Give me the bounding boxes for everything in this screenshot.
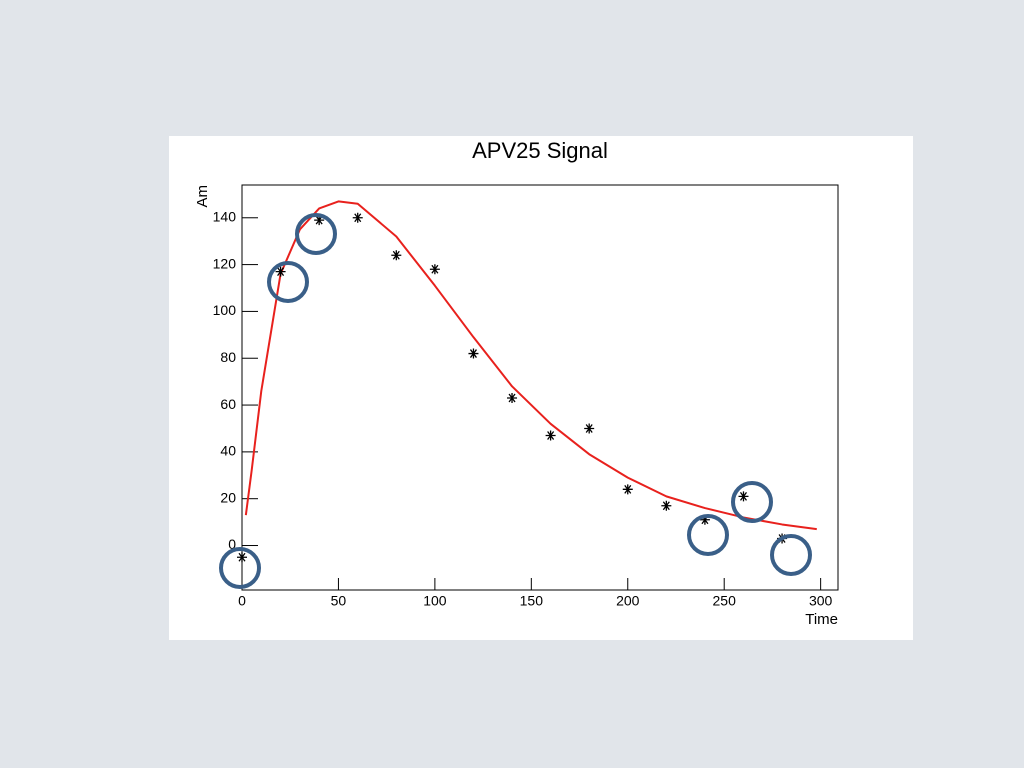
y-tick-label: 100: [213, 302, 237, 318]
x-axis-label: Time: [805, 611, 838, 628]
x-tick-label: 50: [331, 593, 347, 609]
y-axis-label: Am: [194, 185, 211, 208]
y-tick-label: 140: [213, 208, 237, 224]
data-point: [468, 348, 479, 359]
x-tick-label: 0: [238, 593, 246, 609]
data-point: [622, 484, 633, 495]
data-point: [738, 491, 749, 502]
data-point: [391, 250, 402, 261]
canvas: [169, 136, 913, 640]
annotations: [219, 213, 812, 589]
data-point: [429, 264, 440, 275]
x-tick-label: 200: [616, 593, 640, 609]
highlight-circle: [295, 213, 337, 255]
highlight-circle: [687, 514, 729, 556]
marks: 0 50 100 150 200 250 300 0 20 40 60 80 100 120 140: [213, 200, 833, 609]
highlight-circle: [219, 547, 261, 589]
data-point: [584, 423, 595, 434]
data-point: [507, 393, 518, 404]
data-point: [237, 552, 247, 563]
x-tick-label: 150: [520, 593, 544, 609]
highlight-circle: [731, 481, 773, 523]
y-tick-label: 120: [213, 255, 237, 271]
data-point: [352, 212, 363, 223]
chart-title: APV25 Signal: [472, 138, 608, 163]
x-tick-label: 300: [809, 593, 833, 609]
data-point: [545, 430, 556, 441]
y-tick-label: 20: [220, 489, 236, 505]
y-tick-label: 80: [220, 349, 236, 365]
fit-curve: [244, 200, 817, 531]
highlight-circle: [770, 534, 812, 576]
data-point: [275, 266, 286, 277]
data-point: [699, 514, 710, 525]
y-tick-label: 40: [220, 443, 236, 459]
plot-frame: [241, 184, 839, 591]
y-tick-label: 60: [220, 396, 236, 412]
data-point: [314, 215, 325, 226]
highlight-circle: [267, 261, 309, 303]
x-tick-label: 250: [713, 593, 737, 609]
data-point: [661, 500, 672, 511]
x-tick-label: 100: [423, 593, 447, 609]
y-tick-label: 0: [228, 536, 236, 552]
